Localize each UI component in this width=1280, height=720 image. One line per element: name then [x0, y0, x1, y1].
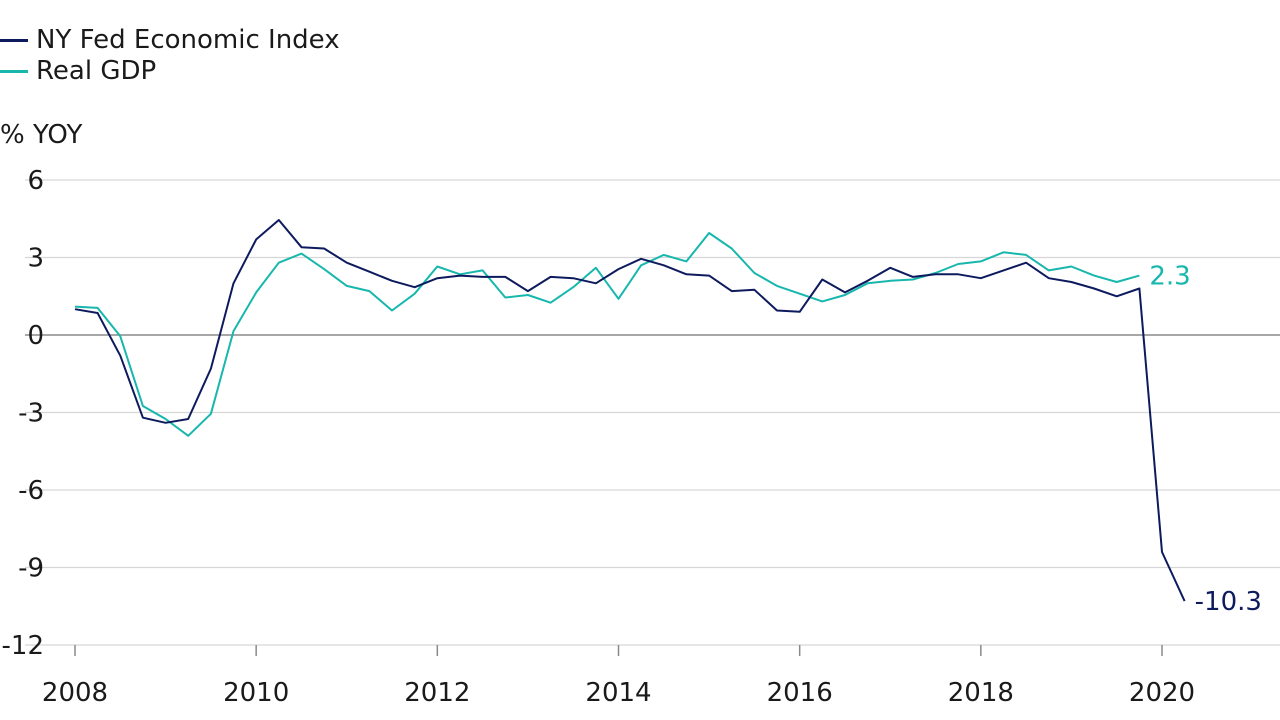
- legend-swatch-real-gdp: [0, 69, 28, 73]
- x-tick-label: 2016: [767, 678, 833, 708]
- x-tick-label: 2018: [948, 678, 1014, 708]
- legend-item-ny-fed: NY Fed Economic Index: [0, 25, 340, 55]
- end-label-ny-fed-economic-index: -10.3: [1195, 587, 1262, 617]
- y-axis-label: % YOY: [0, 120, 83, 150]
- series-line-real-gdp: [74, 232, 1140, 437]
- y-tick-label: 0: [27, 321, 44, 351]
- legend-label-ny-fed: NY Fed Economic Index: [36, 25, 340, 55]
- y-tick-label: -9: [18, 554, 44, 584]
- x-axis-ticks: 2008 2010 2012 2014 2016 2018 2020: [42, 645, 1195, 708]
- y-tick-label: 3: [27, 244, 44, 274]
- y-tick-label: -6: [18, 476, 44, 506]
- y-axis-ticks: 6 3 0 -3 -6 -9 -12: [2, 166, 44, 661]
- legend-label-real-gdp: Real GDP: [36, 56, 157, 86]
- end-label-real-gdp: 2.3: [1149, 262, 1190, 292]
- x-tick-label: 2020: [1129, 678, 1195, 708]
- series-lines: [74, 219, 1186, 602]
- series-line-ny-fed-economic-index: [74, 219, 1186, 602]
- legend-swatch-ny-fed: [0, 38, 28, 42]
- y-tick-label: -3: [18, 399, 44, 429]
- x-tick-label: 2012: [404, 678, 470, 708]
- x-tick-label: 2010: [223, 678, 289, 708]
- x-tick-label: 2008: [42, 678, 108, 708]
- y-tick-label: 6: [27, 166, 44, 196]
- legend-item-real-gdp: Real GDP: [0, 56, 156, 86]
- x-tick-label: 2014: [585, 678, 651, 708]
- gridlines: [25, 179, 1280, 646]
- y-tick-label: -12: [2, 631, 44, 661]
- end-labels: 2.3 -10.3: [1149, 262, 1262, 617]
